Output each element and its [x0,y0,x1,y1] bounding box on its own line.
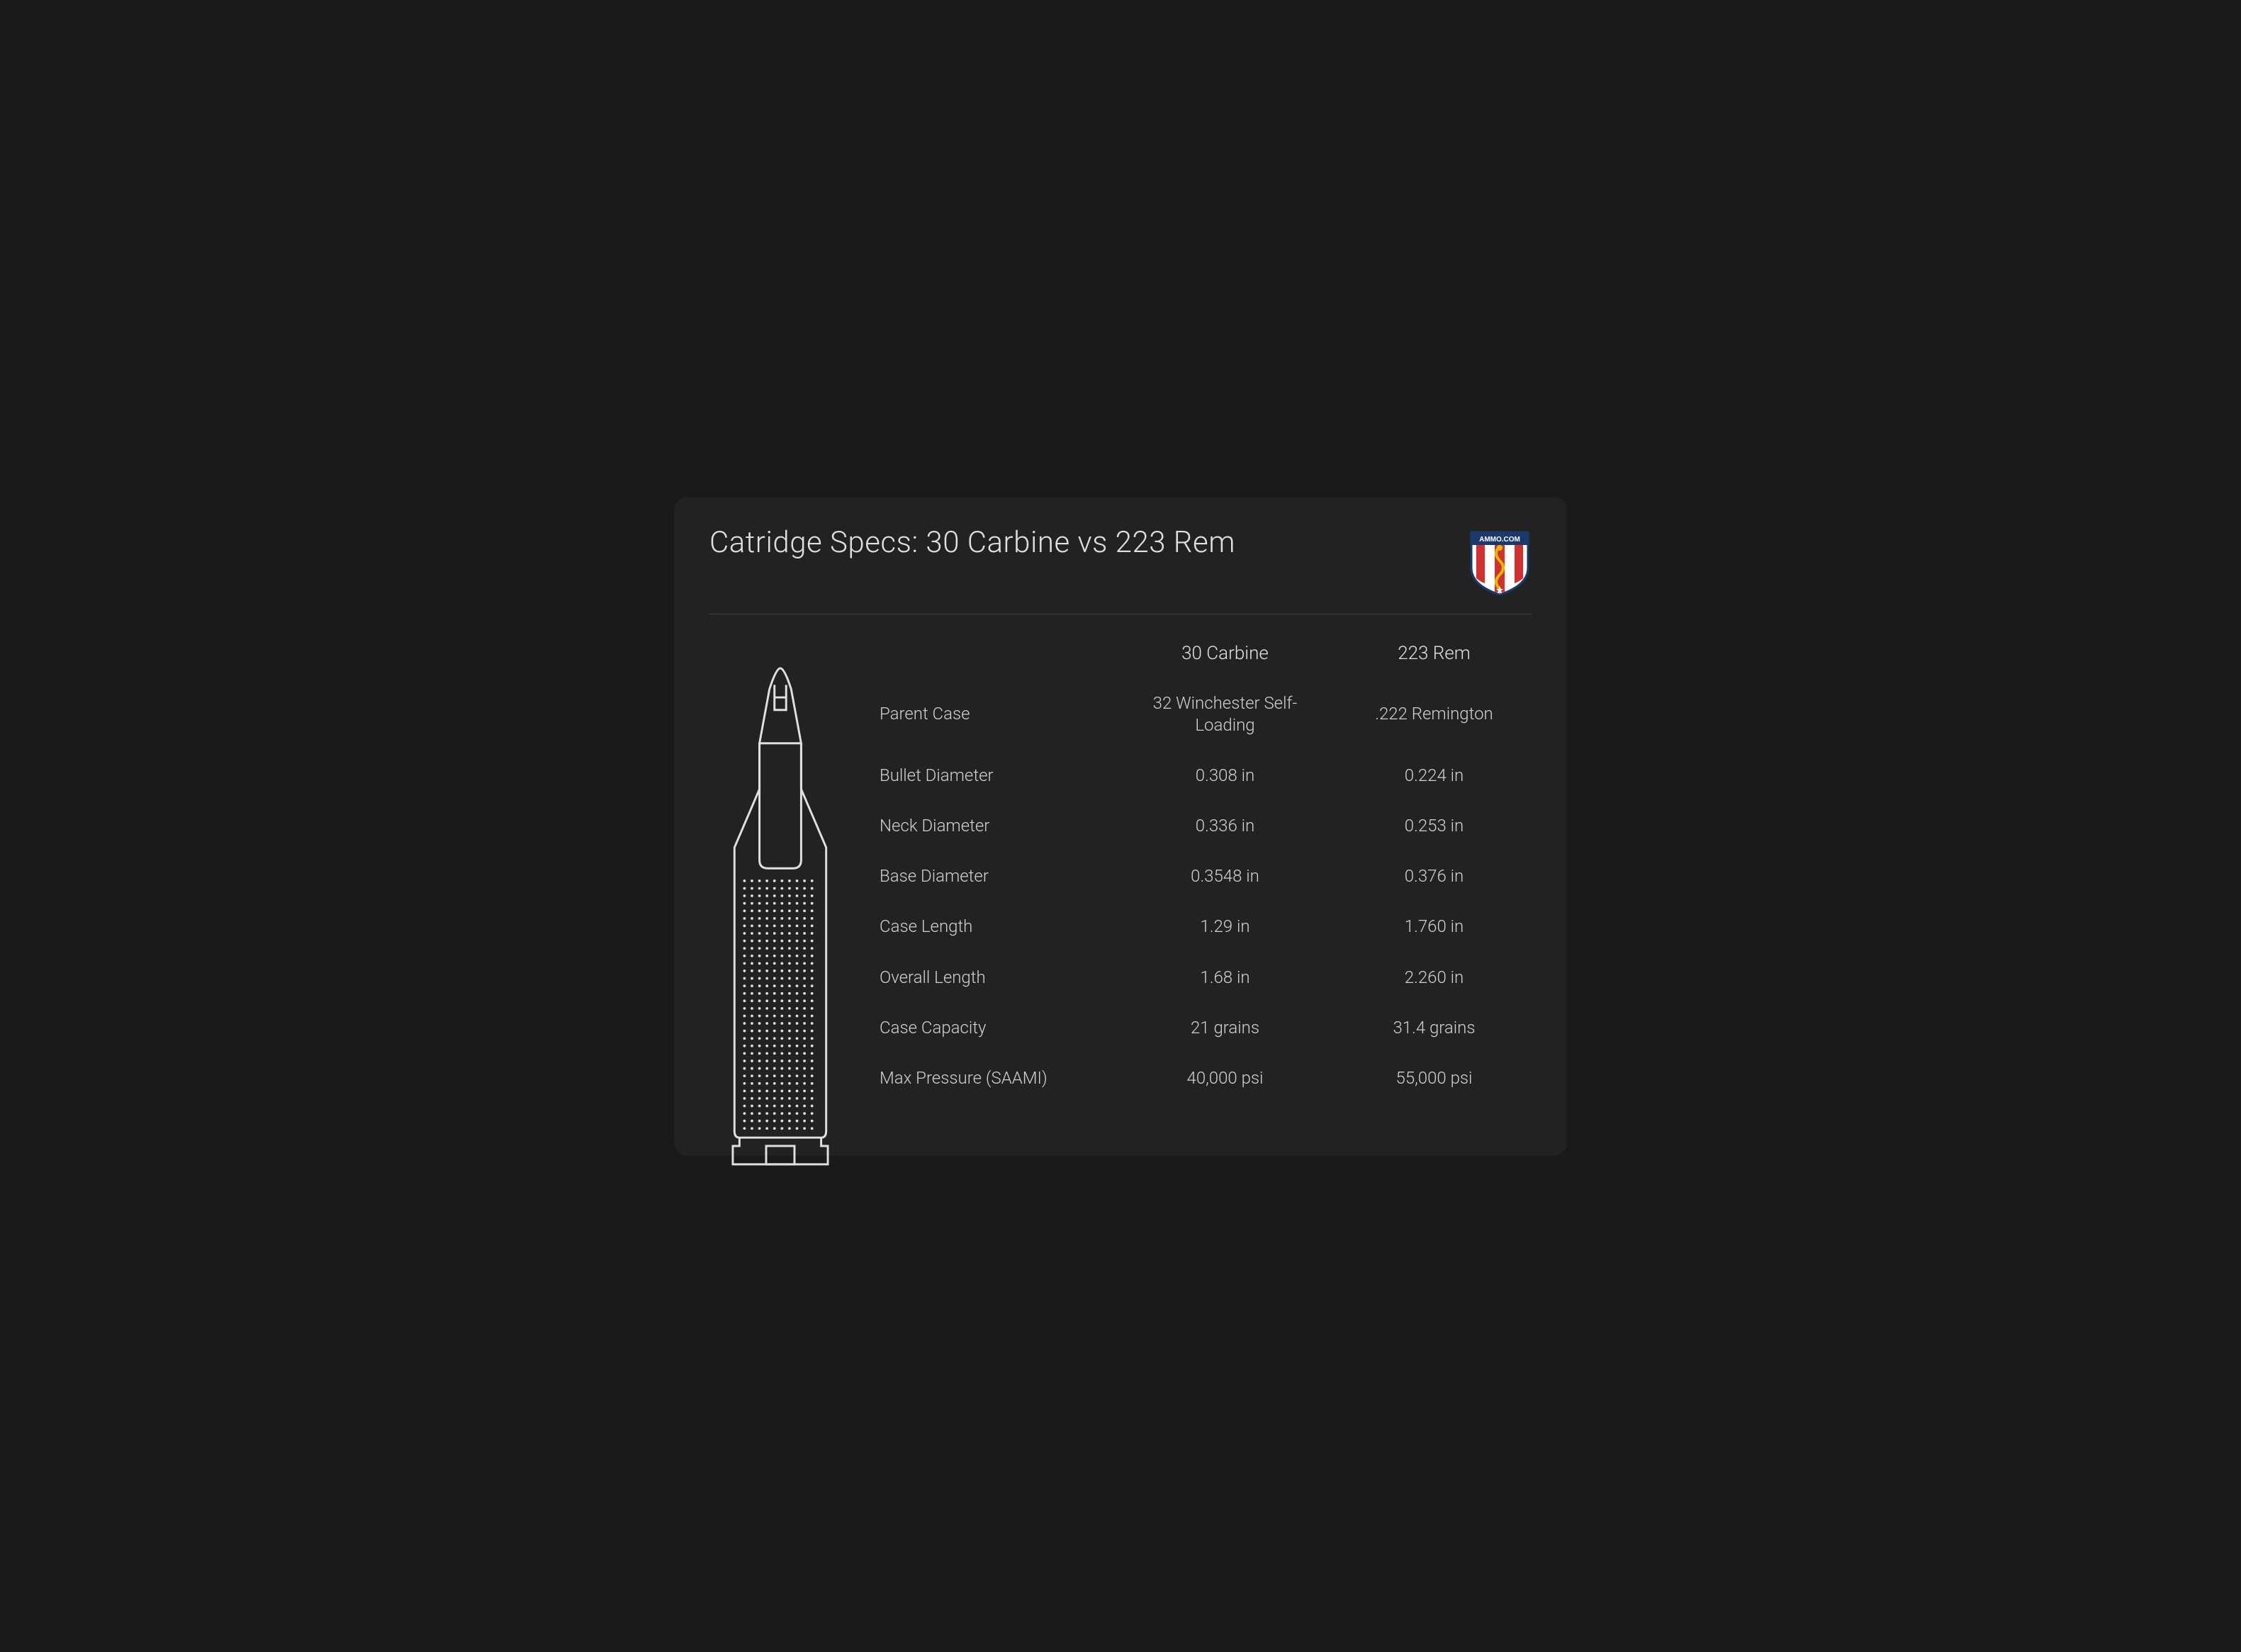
row-label: Bullet Diameter [880,765,1113,787]
cell: 21 grains [1128,1017,1322,1039]
cell: 1.760 in [1337,916,1532,938]
cartridge-icon [709,664,851,1181]
cell: 0.253 in [1337,815,1532,837]
logo-text: AMMO.COM [1479,536,1520,544]
cell: 0.3548 in [1128,865,1322,887]
cell: 55,000 psi [1337,1067,1532,1089]
specs-table: 30 Carbine 223 Rem Parent Case 32 Winche… [880,643,1532,1090]
cell: 32 Winchester Self-Loading [1128,692,1322,736]
row-label: Neck Diameter [880,815,1113,837]
cell: .222 Remington [1337,703,1532,725]
page-title: Catridge Specs: 30 Carbine vs 223 Rem [709,525,1235,560]
cartridge-diagram [709,643,851,1184]
row-label: Overall Length [880,967,1113,989]
cell: 40,000 psi [1128,1067,1322,1089]
cell: 1.68 in [1128,967,1322,989]
column-header-2: 223 Rem [1337,643,1532,664]
ammo-logo: AMMO.COM [1468,525,1532,596]
cell: 0.376 in [1337,865,1532,887]
row-label: Max Pressure (SAAMI) [880,1067,1113,1089]
column-header-1: 30 Carbine [1128,643,1322,664]
specs-card: Catridge Specs: 30 Carbine vs 223 Rem AM… [674,497,1567,1156]
cell: 1.29 in [1128,916,1322,938]
cell: 31.4 grains [1337,1017,1532,1039]
logo-shield-icon: AMMO.COM [1468,525,1532,596]
cell: 0.308 in [1128,765,1322,787]
cell: 0.224 in [1337,765,1532,787]
row-label: Parent Case [880,703,1113,725]
header: Catridge Specs: 30 Carbine vs 223 Rem AM… [709,525,1532,596]
cell: 0.336 in [1128,815,1322,837]
cell: 2.260 in [1337,967,1532,989]
content: 30 Carbine 223 Rem Parent Case 32 Winche… [709,643,1532,1184]
row-label: Case Length [880,916,1113,938]
row-label: Case Capacity [880,1017,1113,1039]
row-label: Base Diameter [880,865,1113,887]
